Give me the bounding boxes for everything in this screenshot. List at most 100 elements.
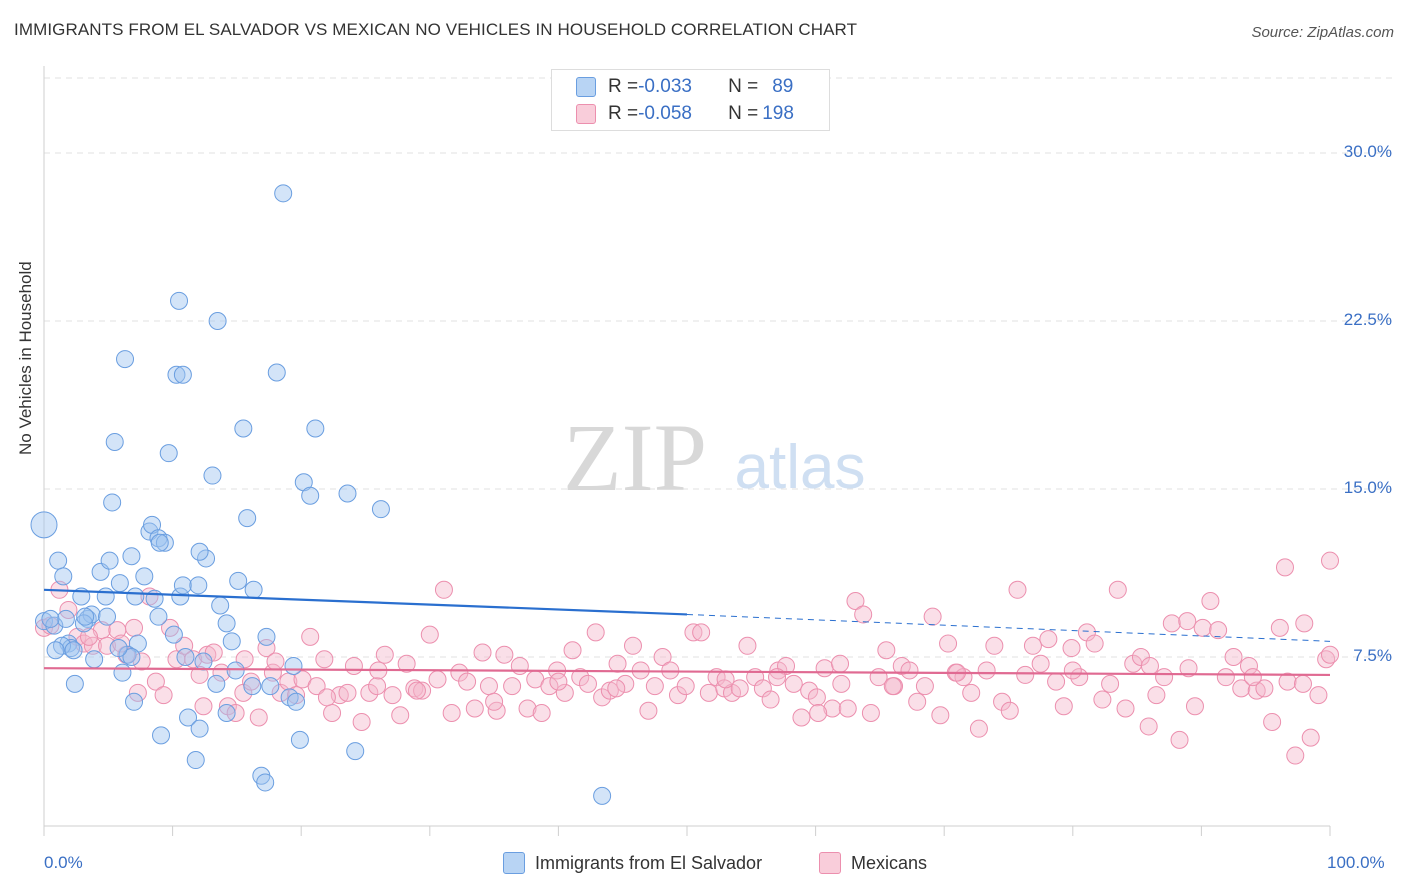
salvador-trendline [43,588,688,616]
y-axis-label: No Vehicles in Household [16,261,35,455]
mexicans-point [985,636,1004,655]
mexicans-trendline [43,667,1331,677]
legend-label-salvador: Immigrants from El Salvador [535,852,763,873]
mexicans-point [323,704,342,722]
watermark: ZIP atlas [563,404,865,511]
mexicans-point [317,688,336,707]
mexicans-point [1140,656,1159,675]
salvador-point [159,444,178,463]
mexicans-point [915,677,934,696]
salvador-point [186,751,205,770]
mexicans-point [854,605,873,624]
salvador-point [179,708,198,727]
salvador-point [208,312,227,330]
mexicans-point [1201,592,1220,610]
mexicans-point [1155,668,1174,687]
x-tick-label-min: 0.0% [44,853,83,872]
legend-item-salvador[interactable]: Immigrants from El Salvador [503,852,762,874]
mexicans-point [146,672,165,691]
mexicans-point [428,670,447,689]
salvador-point [167,365,186,384]
mexicans-point [1263,712,1282,731]
mexicans-point [1293,674,1312,693]
mexicans-point [1047,672,1066,691]
mexicans-point [218,697,237,716]
mexicans-point [503,677,522,696]
mexicans-point [1116,699,1135,718]
mexicans-point [931,706,950,725]
mexicans-point [861,704,880,722]
salvador-point [284,656,303,675]
mexicans-point [809,704,828,722]
mexicans-point [307,677,326,696]
salvador-point [54,567,73,586]
mexicans-point [1209,621,1228,640]
salvador-point [217,704,236,722]
salvador-point [109,639,128,658]
salvador-point [338,484,357,503]
mexicans-point [383,686,402,705]
legend-row-salvador: R = -0.033 N = 89 [576,76,793,98]
axes [43,66,1331,836]
legend-r-label: R = [608,76,639,97]
mexicans-point [1193,618,1212,637]
series-legend: Immigrants from El Salvador Mexicans [0,852,1406,876]
mexicans-point [1295,614,1314,633]
mexicans-point [846,592,865,610]
salvador-points [30,184,612,805]
legend-r-label: R = [608,103,639,124]
y-tick-label: 15.0% [1343,478,1392,497]
salvador-point [56,609,75,628]
mexicans-point [344,656,363,675]
mexicans-point [1162,614,1181,633]
mexicans-point [608,654,627,673]
salvador-point [287,692,306,711]
mexicans-point [977,661,996,680]
mexicans-point [800,681,819,700]
salvador-point [85,650,104,669]
salvador-point [171,587,190,606]
mexicans-point [532,704,551,722]
mexicans-point [555,683,574,702]
mexicans-point [518,699,537,718]
salvador-point [211,596,230,615]
salvador-point [173,576,192,595]
mexicans-point [1275,558,1294,577]
mexicans-point [125,618,144,637]
mexicans-point [510,656,529,675]
salvador-point [207,674,226,693]
mexicans-point [375,645,394,664]
mexicans-point [391,706,410,725]
mexicans-point [593,688,612,707]
salvador-point [122,648,141,666]
legend-swatch-pink [819,852,841,874]
mexicans-point [923,607,942,626]
trendlines [43,588,1331,677]
mexicans-point [1085,634,1104,653]
salvador-point [110,574,129,593]
salvador-point [267,363,286,382]
salvador-point [261,677,280,696]
mexicans-point [1243,668,1262,687]
salvador-point [197,549,216,568]
legend-item-mexicans[interactable]: Mexicans [819,852,927,874]
salvador-point [301,486,320,505]
mexicans-point [586,623,605,642]
mexicans-point [98,636,117,655]
mexicans-point [832,674,851,693]
salvador-point [189,576,208,595]
mexicans-point [1216,668,1235,687]
salvador-point [244,580,263,599]
mexicans-point [1147,686,1166,705]
mexicans-point [578,674,597,693]
mexicans-point [368,677,387,696]
salvador-point [152,726,171,745]
mexicans-point [338,683,357,702]
mexicans-point [301,627,320,646]
mexicans-point [352,712,371,731]
mexicans-point [815,659,834,678]
salvador-point [116,350,135,369]
mexicans-point [194,697,213,716]
mexicans-point [1023,636,1042,655]
